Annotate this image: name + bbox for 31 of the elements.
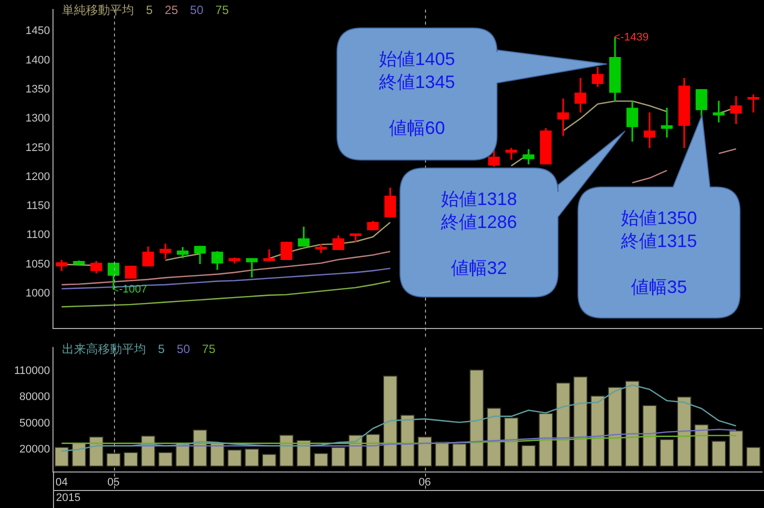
text: 75 [202,342,216,356]
legend-title: 出来高移動平均 [62,342,146,356]
y-tick-label: 20000 [19,443,50,456]
annotation: <-1007 [112,283,148,296]
text: 始値1318 終値1286 値幅32 [440,189,518,278]
y-tick-label: 1050 [26,258,50,270]
x-axis-title: 2015 [56,492,80,504]
legend-title: 単純移動平均 [62,3,134,17]
y-tick-label: 1100 [26,229,50,242]
y-tick-label: 1150 [26,200,50,212]
y-tick-label: 1300 [26,112,50,125]
text: 5 [158,342,165,356]
text: 始値1405 終値1345 値幅60 [378,49,456,138]
text: 5 [146,3,153,17]
y-tick-label: 80000 [19,391,50,404]
text: 25 [164,3,178,17]
y-tick-label: 1350 [26,83,50,96]
y-tick-label: 50000 [19,417,50,430]
annotation: <-1439 [614,32,649,44]
x-tick-label: 06 [418,476,431,489]
text: 50 [176,342,190,356]
y-tick-label: 1000 [26,287,50,300]
x-tick-label: 04 [56,476,68,489]
text: 50 [190,3,204,17]
y-tick-label: 110000 [14,365,50,378]
y-tick-label: 1250 [26,142,50,154]
text: 75 [215,3,229,17]
y-tick-label: 1400 [26,54,50,66]
text: 始値1350 終値1315 値幅35 [620,208,698,297]
y-tick-label: 1200 [26,170,50,183]
y-tick-label: 1450 [26,25,50,38]
